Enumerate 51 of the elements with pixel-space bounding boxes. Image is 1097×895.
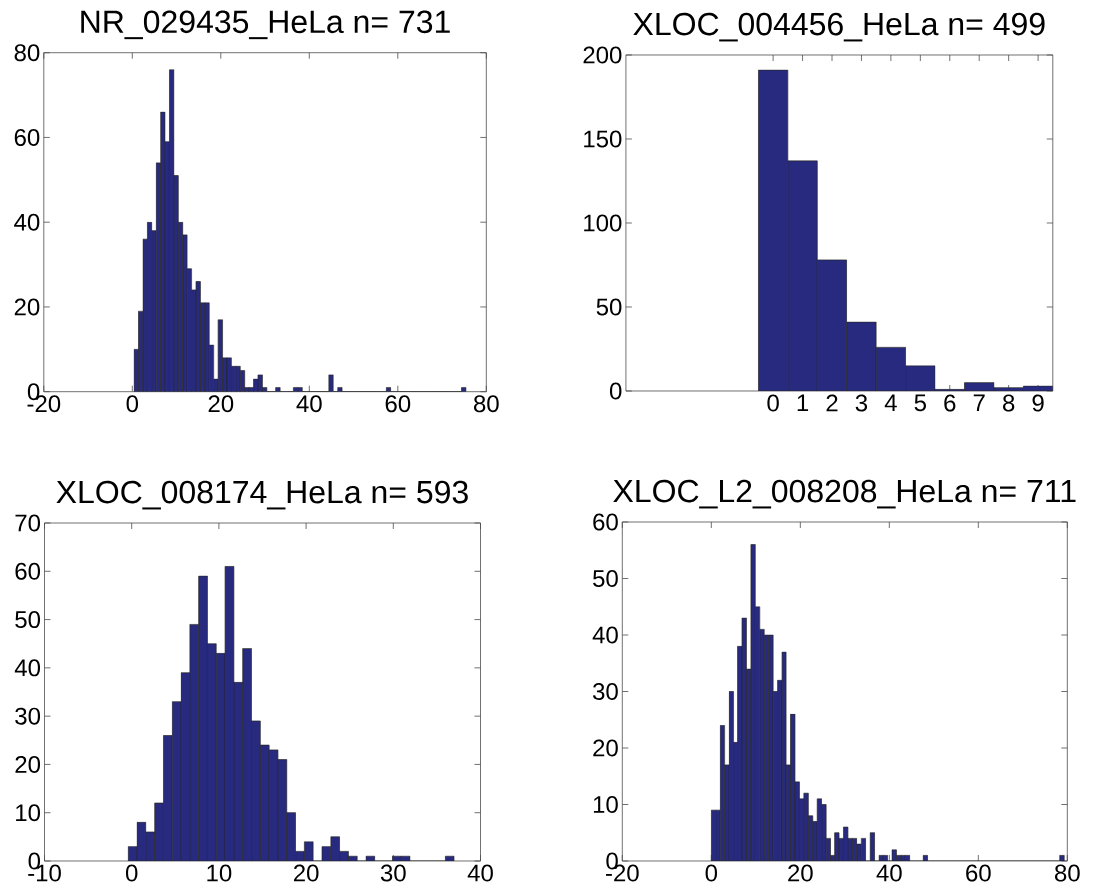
x-tick-label: 40 <box>467 864 493 882</box>
y-tick-label: 60 <box>14 128 40 146</box>
x-tick-label: 5 <box>914 394 926 412</box>
x-tick-label: 20 <box>788 864 813 882</box>
x-tick-label: 20 <box>293 864 319 882</box>
y-tick-label: 30 <box>15 707 41 725</box>
x-tick-label: 4 <box>884 394 897 412</box>
x-tick-label: 9 <box>1032 394 1044 412</box>
y-tick-label: 10 <box>16 804 41 822</box>
chart-title: XLOC_008174_HeLa n= 593 <box>56 480 468 510</box>
y-tick-label: 20 <box>15 755 41 773</box>
y-tick-label: 60 <box>15 562 41 580</box>
x-tick-label: 8 <box>1003 394 1015 412</box>
x-tick-label: 80 <box>1055 864 1080 882</box>
x-tick-label: 0 <box>705 864 718 882</box>
y-tick-label: 150 <box>584 130 622 148</box>
y-tick-label: 100 <box>584 214 622 232</box>
y-tick-label: 40 <box>14 213 40 231</box>
x-tick-label: 6 <box>944 394 956 412</box>
y-tick-label: 50 <box>593 570 618 587</box>
y-tick-label: 20 <box>14 298 40 316</box>
x-tick-label: 20 <box>208 395 234 413</box>
x-tick-label: 80 <box>474 395 499 413</box>
x-tick-label: 40 <box>876 864 902 882</box>
y-tick-label: 200 <box>583 46 622 64</box>
y-tick-label: 50 <box>596 298 622 316</box>
x-tick-label: 2 <box>826 394 838 412</box>
y-tick-label: 10 <box>593 796 618 813</box>
y-tick-label: 60 <box>593 513 618 531</box>
y-tick-label: 40 <box>14 659 41 677</box>
y-tick-label: 40 <box>592 626 618 644</box>
x-tick-label: 10 <box>207 864 232 882</box>
x-tick-label: 40 <box>296 395 322 413</box>
x-tick-label: 0 <box>767 394 779 412</box>
x-tick-label: 0 <box>126 395 139 413</box>
y-tick-label: 20 <box>593 739 618 757</box>
chart-title: XLOC_004456_HeLa n= 499 <box>633 12 1045 42</box>
y-tick-label: 0 <box>609 382 622 400</box>
chart-title: XLOC_L2_008208_HeLa n= 711 <box>613 479 1076 509</box>
y-tick-label: 50 <box>15 611 41 629</box>
y-tick-label: 30 <box>592 683 618 700</box>
x-tick-label: 60 <box>385 395 411 413</box>
x-tick-label: 1 <box>797 394 809 412</box>
x-tick-label: 60 <box>966 864 991 882</box>
chart-title: NR_029435_HeLa n= 731 <box>81 10 450 40</box>
x-tick-label: 7 <box>973 394 985 412</box>
x-tick-label: 3 <box>855 394 868 412</box>
x-tick-label: 30 <box>380 864 406 882</box>
y-tick-label: 70 <box>15 514 41 532</box>
y-tick-label: 80 <box>14 44 40 62</box>
x-tick-label: 0 <box>125 864 138 882</box>
